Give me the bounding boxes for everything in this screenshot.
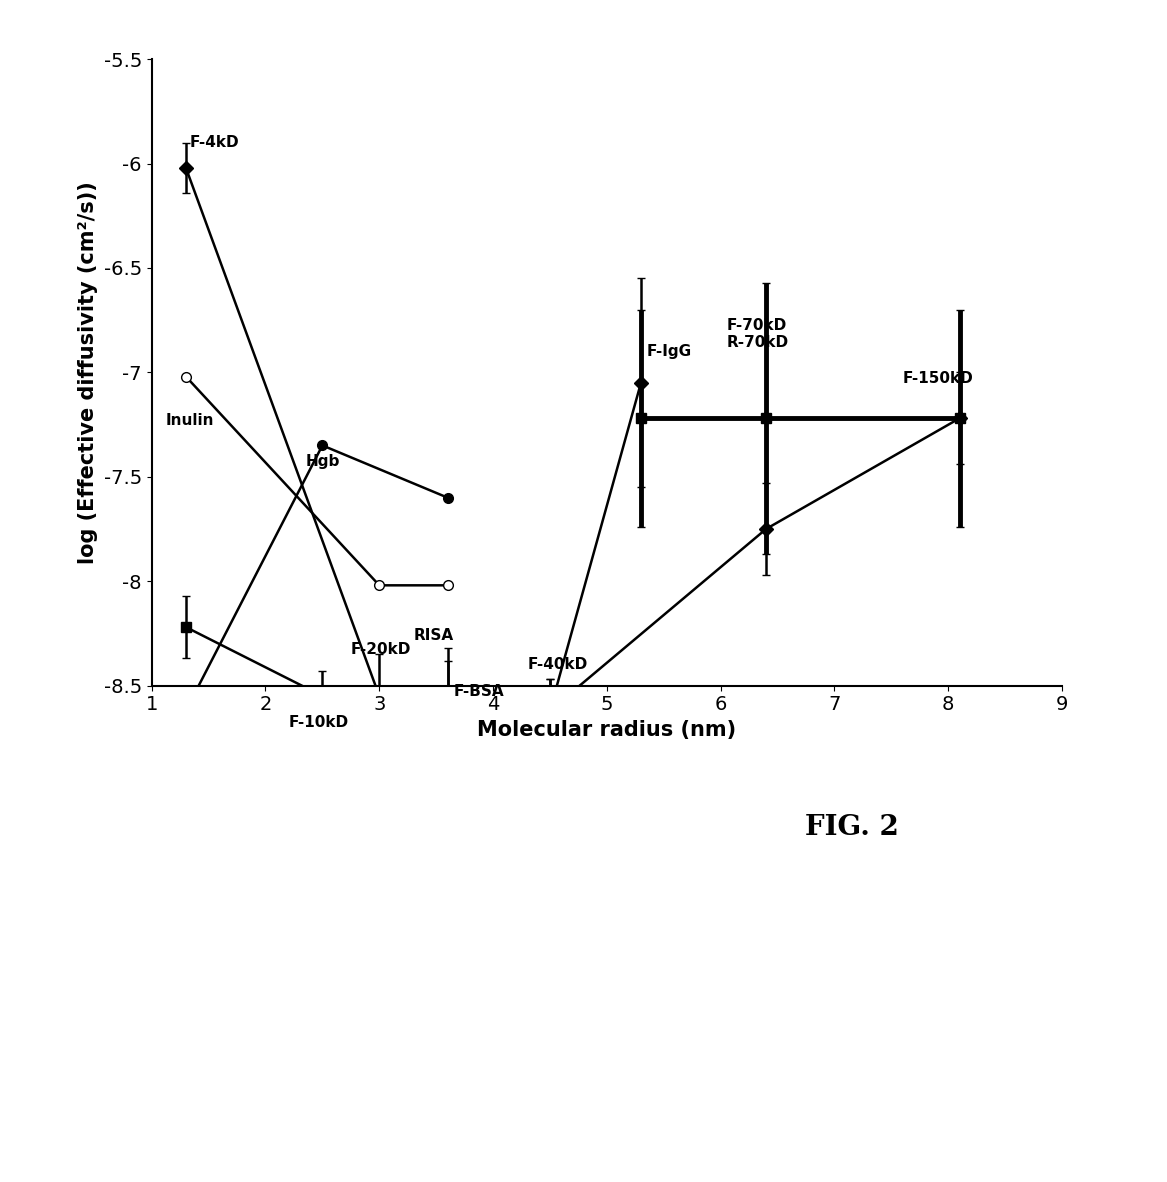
Y-axis label: log (Effective diffusivity (cm²/s)): log (Effective diffusivity (cm²/s)): [78, 181, 98, 564]
Text: F-40kD: F-40kD: [527, 657, 587, 671]
Text: Inulin: Inulin: [166, 413, 214, 428]
Text: F-10kD: F-10kD: [288, 715, 349, 730]
Text: F-BSA: F-BSA: [453, 684, 504, 699]
Text: F-70kD
R-70kD: F-70kD R-70kD: [726, 318, 789, 350]
Text: F-150kD: F-150kD: [903, 371, 973, 385]
Text: RISA: RISA: [413, 628, 454, 643]
Text: F-20kD: F-20kD: [351, 642, 411, 657]
Text: Hgb: Hgb: [306, 454, 340, 469]
Text: F-4kD: F-4kD: [189, 135, 239, 150]
Text: F-IgG: F-IgG: [647, 344, 692, 358]
Text: FIG. 2: FIG. 2: [805, 814, 899, 840]
X-axis label: Molecular radius (nm): Molecular radius (nm): [477, 720, 736, 740]
